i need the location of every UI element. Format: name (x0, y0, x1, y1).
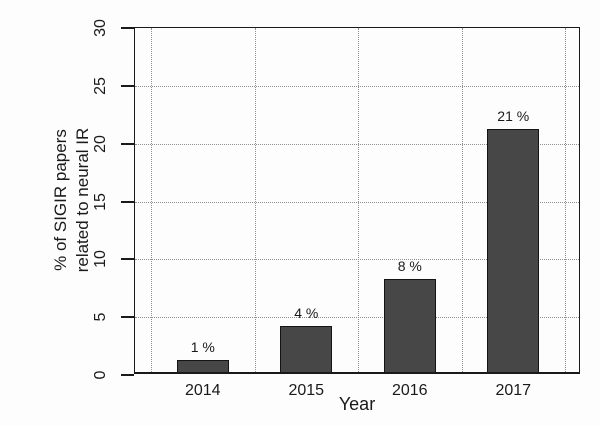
vertical-gridline (254, 28, 256, 372)
plot-area: 0 5 10 15 20 25 30 1 % 2014 4 % 2015 8 % 2016 21 % 201… (92, 19, 580, 399)
y-axis-tick (121, 142, 134, 145)
horizontal-gridline (135, 317, 579, 319)
bar-2014 (176, 360, 229, 372)
bar-value-label: 8 % (397, 258, 422, 275)
y-axis-title: % of SIGIR papers related to neural IR (50, 128, 94, 273)
bar-2017 (487, 129, 540, 372)
y-axis-tick-label: 30 (92, 19, 109, 37)
y-axis-tick (121, 84, 134, 87)
vertical-gridline (565, 28, 566, 372)
vertical-gridline (358, 28, 359, 372)
bar-value-label: 21 % (497, 108, 530, 125)
horizontal-gridline (135, 201, 579, 203)
bar-value-label: 1 % (190, 339, 215, 356)
horizontal-gridline (135, 143, 579, 145)
x-axis-title: Year (338, 394, 376, 414)
y-axis-tick-label: 25 (92, 76, 109, 95)
x-axis-tick-label: 2014 (184, 382, 221, 399)
y-axis-tick (121, 316, 134, 319)
horizontal-gridline (135, 85, 579, 87)
x-axis-tick-label: 2017 (495, 382, 532, 399)
y-axis-tick-label: 10 (92, 250, 109, 269)
vertical-gridline (151, 28, 152, 372)
y-axis-tick-label: 15 (92, 192, 109, 211)
y-axis-tick-label: 5 (92, 312, 109, 322)
horizontal-gridline (135, 259, 579, 261)
bar-value-label: 4 % (294, 304, 319, 321)
bar-2016 (383, 279, 436, 372)
vertical-gridline (461, 28, 463, 372)
y-axis-tick-label: 20 (92, 134, 109, 153)
y-axis-tick-label: 0 (92, 370, 109, 380)
y-axis-tick (121, 374, 134, 376)
y-axis-title-line-2: related to neural IR (73, 127, 92, 273)
x-axis-tick-label: 2016 (391, 382, 428, 399)
y-axis-title-line-1: % of SIGIR papers (51, 129, 70, 271)
y-axis-tick (121, 200, 134, 203)
y-axis-tick (121, 27, 134, 29)
y-axis-tick (121, 258, 134, 261)
bar-2015 (280, 325, 333, 372)
x-axis-tick-label: 2015 (288, 382, 325, 399)
